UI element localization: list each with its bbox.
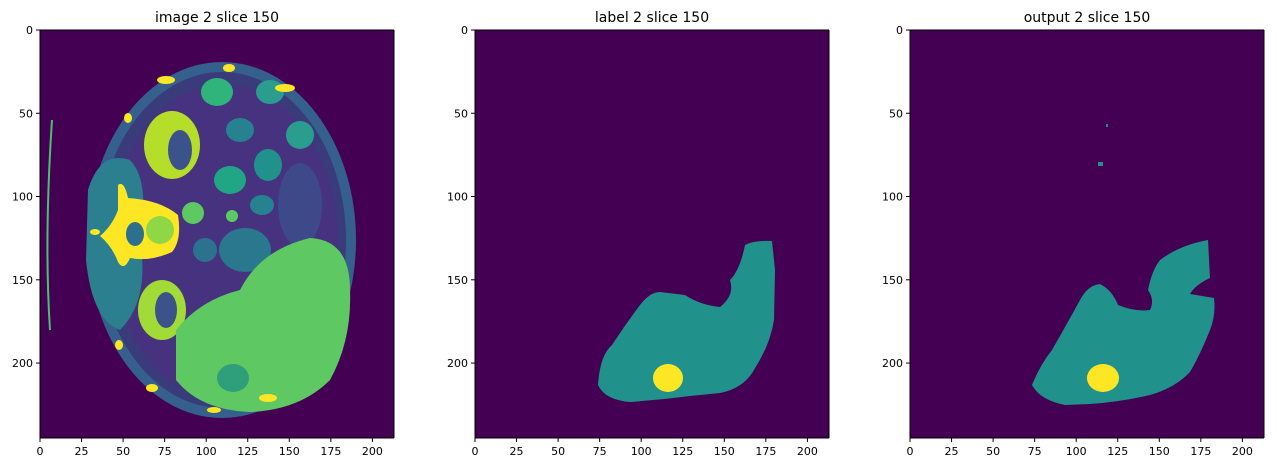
x-tick-label: 200 [797, 445, 818, 458]
panel-title-output: output 2 slice 150 [1024, 10, 1151, 26]
label-axes-area [475, 30, 829, 438]
x-tick-label: 200 [1232, 445, 1253, 458]
rib-spot [157, 76, 175, 84]
aorta [182, 202, 204, 224]
panel-label: label 2 slice 150 0 25 50 75 100 125 150 175 200… [447, 10, 830, 458]
vessel [226, 210, 238, 222]
rib-spot [275, 84, 295, 92]
y-tick-label: 50 [889, 107, 903, 120]
x-tick-label: 100 [631, 445, 652, 458]
y-axis-output: 0 50 100 150 200 [882, 24, 910, 370]
liver [176, 238, 351, 412]
x-tick-label: 75 [1028, 445, 1042, 458]
x-tick-label: 175 [320, 445, 341, 458]
x-tick-label: 150 [714, 445, 735, 458]
bowel-loop [201, 78, 233, 106]
x-tick-label: 50 [986, 445, 1000, 458]
x-tick-label: 100 [1066, 445, 1087, 458]
bowel-loop [193, 238, 217, 262]
x-tick-label: 175 [755, 445, 776, 458]
bowel-loop [286, 121, 314, 149]
x-tick-label: 50 [116, 445, 130, 458]
bowel-loop [214, 166, 246, 194]
x-tick-label: 200 [362, 445, 383, 458]
x-tick-label: 125 [1107, 445, 1128, 458]
output-axes-area [910, 30, 1264, 438]
y-tick-label: 0 [26, 24, 33, 37]
rib-spot [115, 340, 123, 350]
y-tick-label: 150 [447, 274, 468, 287]
x-tick-label: 25 [510, 445, 524, 458]
panel-image: image 2 slice 150 [12, 10, 395, 458]
panel-title-image: image 2 slice 150 [155, 10, 279, 26]
x-tick-label: 0 [37, 445, 44, 458]
panel-output: output 2 slice 150 0 25 50 75 100 125 150 175 20… [882, 10, 1265, 458]
y-tick-label: 50 [19, 107, 33, 120]
x-tick-label: 125 [672, 445, 693, 458]
x-tick-label: 150 [1149, 445, 1170, 458]
y-tick-label: 150 [882, 274, 903, 287]
output-tumor-mask [1087, 364, 1119, 392]
y-tick-label: 200 [12, 357, 33, 370]
label-tumor-mask [653, 364, 683, 392]
rib-spot [146, 384, 158, 392]
x-tick-label: 150 [279, 445, 300, 458]
y-tick-label: 100 [882, 191, 903, 204]
x-tick-label: 25 [945, 445, 959, 458]
output-liver-mask [1032, 240, 1215, 405]
y-tick-label: 0 [461, 24, 468, 37]
x-tick-label: 100 [196, 445, 217, 458]
x-tick-label: 0 [907, 445, 914, 458]
y-axis-label: 0 50 100 150 200 [447, 24, 475, 370]
liver-lesion [217, 364, 249, 392]
x-axis-output: 0 25 50 75 100 125 150 175 200 [907, 437, 1264, 458]
y-tick-label: 200 [447, 357, 468, 370]
stomach [278, 163, 322, 247]
x-tick-label: 0 [472, 445, 479, 458]
rib-spot [259, 394, 277, 402]
y-tick-label: 100 [447, 191, 468, 204]
bowel-loop [226, 118, 254, 142]
bowel-loop [250, 195, 274, 215]
image-axes-area [40, 30, 394, 438]
y-tick-label: 150 [12, 274, 33, 287]
vertebral-body [146, 216, 174, 244]
x-tick-label: 125 [237, 445, 258, 458]
bowel-loop [256, 80, 284, 104]
bowel-loop [219, 228, 271, 272]
y-tick-label: 50 [454, 107, 468, 120]
kidney-upper-hilum [168, 130, 192, 170]
x-tick-label: 25 [75, 445, 89, 458]
x-axis-label: 0 25 50 75 100 125 150 175 200 [472, 437, 829, 458]
x-tick-label: 50 [551, 445, 565, 458]
rib-spot [207, 407, 221, 413]
x-tick-label: 75 [593, 445, 607, 458]
output-speck [1106, 124, 1108, 127]
x-tick-label: 75 [158, 445, 172, 458]
rib-spot [124, 113, 132, 123]
y-tick-label: 200 [882, 357, 903, 370]
kidney-lower-hilum [155, 292, 177, 328]
label-liver-mask [598, 240, 775, 402]
spinal-canal [126, 222, 144, 246]
panel-title-label: label 2 slice 150 [595, 10, 709, 26]
output-speck [1098, 162, 1103, 166]
rib-spot [223, 64, 235, 72]
x-axis-image: 0 25 50 75 100 125 150 175 200 [37, 437, 394, 458]
bowel-loop [254, 149, 282, 181]
edge-artifact [46, 119, 53, 331]
y-tick-label: 100 [12, 191, 33, 204]
rib-spot [90, 229, 100, 235]
y-axis-image: 0 50 100 150 200 [12, 24, 40, 370]
y-tick-label: 0 [896, 24, 903, 37]
x-tick-label: 175 [1190, 445, 1211, 458]
